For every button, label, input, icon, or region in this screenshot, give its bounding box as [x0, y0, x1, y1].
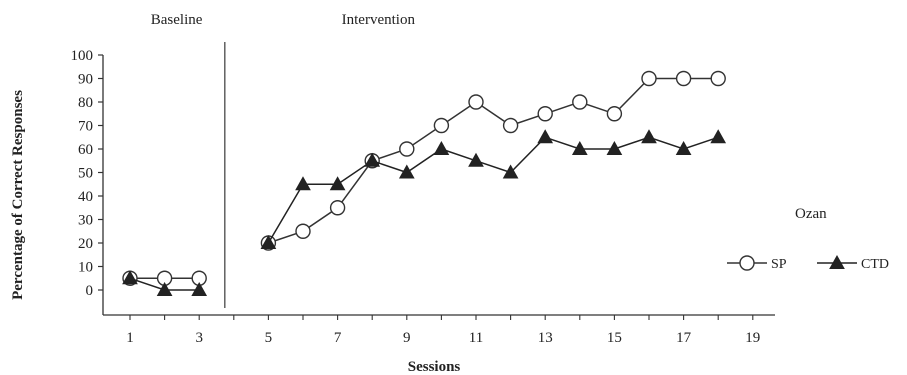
y-tick-label: 40 [78, 189, 93, 205]
data-point-ctd [191, 281, 208, 296]
x-tick-label: 5 [265, 330, 273, 346]
data-point-ctd [537, 129, 554, 144]
data-point-sp [572, 94, 588, 110]
y-tick-label: 70 [78, 119, 93, 135]
y-tick-label: 10 [78, 260, 93, 276]
series-line-sp [268, 77, 719, 244]
legend: SP CTD [727, 254, 889, 272]
data-point-sp [710, 70, 726, 87]
x-tick-label: 15 [607, 330, 622, 346]
series-ctd [122, 129, 727, 296]
y-tick-label: 50 [78, 166, 93, 182]
data-point-ctd [675, 140, 692, 155]
data-point-ctd [502, 164, 519, 179]
x-tick-label: 19 [745, 330, 760, 346]
data-point-ctd [468, 152, 484, 167]
data-point-ctd [329, 176, 346, 191]
series-layer [122, 70, 727, 296]
data-point-sp [641, 70, 657, 87]
series-line-ctd [267, 136, 719, 244]
data-point-sp [468, 94, 484, 110]
data-point-sp [329, 200, 346, 216]
legend-marker-sp [739, 255, 755, 271]
data-point-sp [675, 70, 692, 87]
y-axis-title: Percentage of Correct Responses [10, 90, 26, 300]
subject-label: Ozan [795, 206, 827, 222]
x-tick-label: 17 [676, 330, 692, 346]
data-point-ctd [364, 152, 381, 167]
labels-layer: Baseline Intervention Sessions Percentag… [10, 12, 827, 375]
data-point-ctd [606, 140, 623, 155]
y-tick-label: 90 [78, 72, 93, 88]
legend-marker-ctd [829, 254, 845, 269]
legend-label-sp: SP [771, 257, 787, 272]
legend-label-ctd: CTD [861, 257, 889, 272]
data-point-ctd [641, 129, 657, 144]
data-point-ctd [571, 140, 588, 155]
data-point-sp [399, 141, 415, 157]
y-tick-label: 30 [78, 213, 93, 229]
data-point-ctd [122, 270, 138, 285]
x-axis-title: Sessions [408, 359, 461, 375]
y-tick-label: 60 [78, 142, 93, 158]
data-point-ctd [433, 140, 450, 155]
data-point-ctd [156, 281, 173, 296]
x-tick-label: 9 [403, 330, 411, 346]
data-point-ctd [260, 234, 277, 249]
x-tick-label: 13 [538, 330, 553, 346]
data-point-sp [537, 106, 553, 122]
data-point-sp [606, 106, 623, 122]
y-tick-label: 80 [78, 95, 93, 111]
y-tick-label: 0 [86, 283, 94, 299]
x-tick-label: 1 [126, 330, 134, 346]
y-tick-label: 100 [71, 48, 94, 64]
data-point-ctd [295, 176, 311, 191]
x-tick-label: 11 [469, 330, 483, 346]
phase-label-intervention: Intervention [342, 12, 416, 28]
data-point-sp [433, 117, 450, 134]
series-sp [122, 70, 726, 286]
data-point-sp [295, 223, 311, 239]
x-tick-label: 3 [195, 330, 203, 346]
x-tick-label: 7 [334, 330, 342, 346]
phase-label-baseline: Baseline [151, 12, 203, 28]
data-point-ctd [398, 164, 415, 179]
data-point-ctd [710, 129, 727, 144]
data-point-sp [502, 117, 519, 134]
y-tick-label: 20 [78, 236, 93, 252]
